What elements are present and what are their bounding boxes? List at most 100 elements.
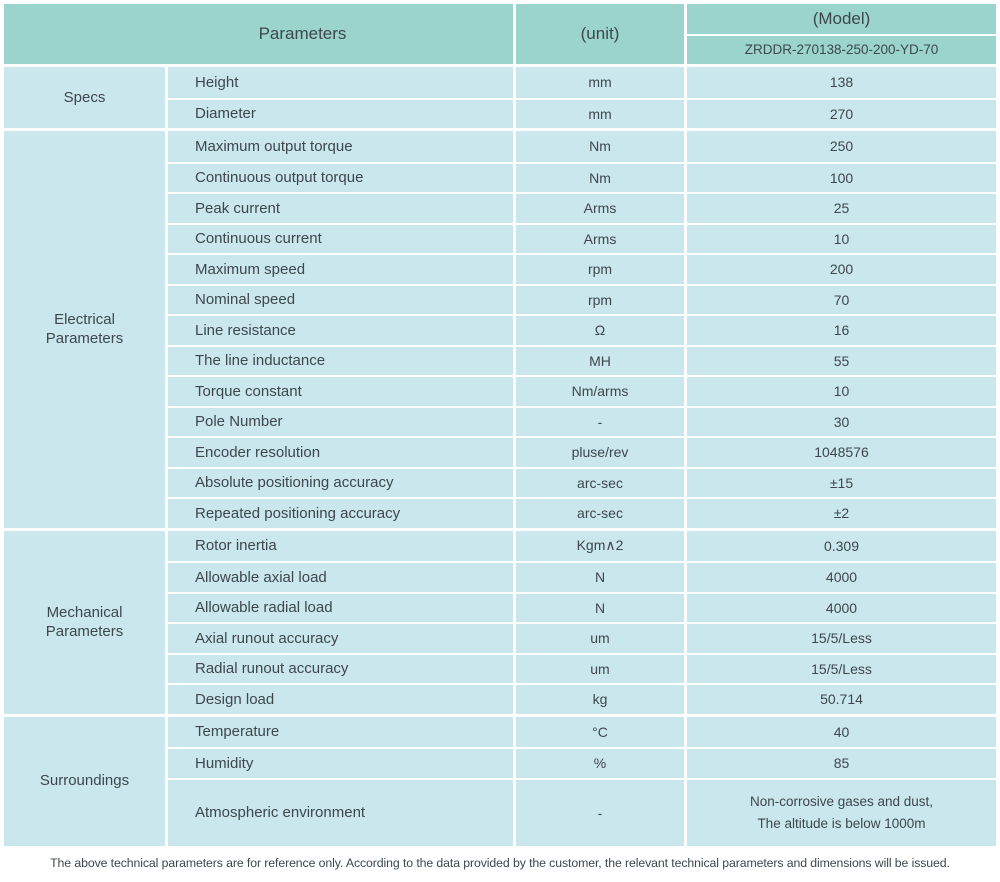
parameter-name: Continuous output torque <box>168 163 513 192</box>
parameter-name: Axial runout accuracy <box>168 624 513 653</box>
parameter-unit: rpm <box>516 255 684 284</box>
parameter-unit: % <box>516 749 684 778</box>
spec-row: Repeated positioning accuracy arc-sec ±2 <box>168 497 996 528</box>
parameter-name: Height <box>168 67 513 98</box>
spec-row: Allowable radial load N 4000 <box>168 591 996 622</box>
group-label: Electrical Parameters <box>4 131 165 528</box>
parameter-value: 10 <box>687 377 996 406</box>
spec-row: Height mm 138 <box>168 67 996 98</box>
parameter-value: 270 <box>687 99 996 128</box>
spec-row: Encoder resolution pluse/rev 1048576 <box>168 436 996 467</box>
group-section: Surroundings Temperature °C 40 Humidity% 85 At… <box>4 716 996 846</box>
parameter-unit: N <box>516 593 684 622</box>
parameter-value: 30 <box>687 407 996 436</box>
parameter-value: 16 <box>687 316 996 345</box>
parameter-unit: - <box>516 779 684 846</box>
parameter-unit: mm <box>516 67 684 98</box>
parameter-unit: °C <box>516 716 684 747</box>
header-unit: (unit) <box>516 4 684 64</box>
parameter-value: 138 <box>687 67 996 98</box>
parameter-unit: N <box>516 563 684 592</box>
parameter-name: Encoder resolution <box>168 438 513 467</box>
parameter-name: Allowable radial load <box>168 593 513 622</box>
parameter-value: 200 <box>687 255 996 284</box>
group-section: Mechanical Parameters Rotor inertia Kgm∧2 0… <box>4 530 996 714</box>
parameter-value: 40 <box>687 716 996 747</box>
group-rows: Temperature °C 40 Humidity% 85 Atmospheric en… <box>168 716 996 846</box>
parameter-unit: Nm/arms <box>516 377 684 406</box>
spec-row: Radial runout accuracy um 15/5/Less <box>168 652 996 683</box>
parameter-unit: um <box>516 654 684 683</box>
spec-row: Absolute positioning accuracy arc-sec ±15 <box>168 466 996 497</box>
group-rows: Maximum output torque Nm 250 Continuous out… <box>168 131 996 528</box>
parameter-unit: um <box>516 624 684 653</box>
parameter-unit: rpm <box>516 285 684 314</box>
parameter-unit: Nm <box>516 163 684 192</box>
parameter-name: Peak current <box>168 194 513 223</box>
parameter-value: 10 <box>687 224 996 253</box>
parameter-value: 100 <box>687 163 996 192</box>
spec-row: Peak current Arms 25 <box>168 192 996 223</box>
group-section: Specs Height mm 138 Diameter mm 270 <box>4 67 996 128</box>
spec-row: Continuous output torque Nm 100 <box>168 161 996 192</box>
spec-row: Atmospheric environment - Non-corrosive ga… <box>168 777 996 846</box>
parameter-unit: - <box>516 407 684 436</box>
parameter-value: 4000 <box>687 593 996 622</box>
parameter-name: Radial runout accuracy <box>168 654 513 683</box>
parameter-name: Maximum output torque <box>168 131 513 162</box>
parameter-value: 70 <box>687 285 996 314</box>
header-parameters: Parameters <box>4 4 513 64</box>
parameter-name: Temperature <box>168 716 513 747</box>
parameter-unit: Arms <box>516 194 684 223</box>
parameter-value: 1048576 <box>687 438 996 467</box>
parameter-value: 4000 <box>687 563 996 592</box>
parameter-name: Absolute positioning accuracy <box>168 468 513 497</box>
parameter-name: Torque constant <box>168 377 513 406</box>
spec-row: Design load kg 50.714 <box>168 683 996 714</box>
parameter-name: Humidity <box>168 749 513 778</box>
header-model-group: (Model) ZRDDR-270138-250-200-YD-70 <box>687 4 996 64</box>
parameter-unit: pluse/rev <box>516 438 684 467</box>
parameter-unit: Arms <box>516 224 684 253</box>
spec-row: Continuous current Arms 10 <box>168 222 996 253</box>
parameter-value: 25 <box>687 194 996 223</box>
group-label: Specs <box>4 67 165 128</box>
spec-row: The line inductance MH 55 <box>168 344 996 375</box>
spec-row: Torque constant Nm/arms 10 <box>168 375 996 406</box>
parameter-name: Maximum speed <box>168 255 513 284</box>
value-line: The altitude is below 1000m <box>757 815 926 831</box>
table-body: Specs Height mm 138 Diameter mm 270 Electrical … <box>4 67 996 846</box>
parameter-unit: kg <box>516 685 684 714</box>
group-rows: Rotor inertia Kgm∧2 0.309 Allowable axial l… <box>168 530 996 714</box>
spec-row: Allowable axial load N 4000 <box>168 561 996 592</box>
parameter-name: Rotor inertia <box>168 530 513 561</box>
parameter-name: Nominal speed <box>168 285 513 314</box>
spec-row: Nominal speed rpm 70 <box>168 283 996 314</box>
spec-row: Rotor inertia Kgm∧2 0.309 <box>168 530 996 561</box>
spec-row: Maximum output torque Nm 250 <box>168 131 996 162</box>
parameter-name: Line resistance <box>168 316 513 345</box>
spec-row: Temperature °C 40 <box>168 716 996 747</box>
group-section: Electrical Parameters Maximum output torq… <box>4 131 996 528</box>
parameter-value: Non-corrosive gases and dust, The altitud… <box>687 779 996 846</box>
table-header: Parameters (unit) (Model) ZRDDR-270138-2… <box>4 4 996 64</box>
value-line: Non-corrosive gases and dust, <box>749 793 934 809</box>
parameter-unit: arc-sec <box>516 499 684 528</box>
parameter-name: Allowable axial load <box>168 563 513 592</box>
parameter-name: Continuous current <box>168 224 513 253</box>
spec-row: Line resistance Ω 16 <box>168 314 996 345</box>
parameter-name: Diameter <box>168 99 513 128</box>
parameter-unit: Kgm∧2 <box>516 530 684 561</box>
spec-row: Maximum speed rpm 200 <box>168 253 996 284</box>
footer-note: The above technical parameters are for r… <box>50 856 950 870</box>
parameter-unit: Ω <box>516 316 684 345</box>
parameter-value: 85 <box>687 749 996 778</box>
parameter-value: 250 <box>687 131 996 162</box>
parameter-value: 55 <box>687 346 996 375</box>
parameter-value: 50.714 <box>687 685 996 714</box>
parameter-value: ±15 <box>687 468 996 497</box>
parameter-name: Repeated positioning accuracy <box>168 499 513 528</box>
parameter-name: Design load <box>168 685 513 714</box>
parameter-unit: Nm <box>516 131 684 162</box>
